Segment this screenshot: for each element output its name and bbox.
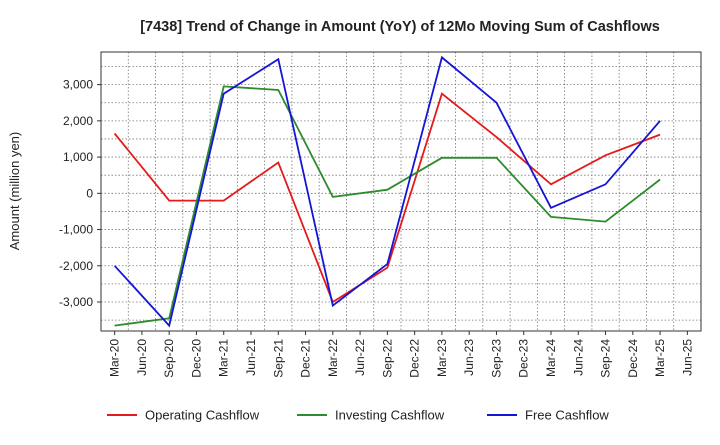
legend-label-2: Investing Cashflow: [335, 408, 445, 423]
legend-label-3: Free Cashflow: [525, 408, 609, 423]
x-tick-label: Dec-22: [408, 339, 422, 378]
x-tick-label: Mar-21: [217, 339, 231, 377]
y-tick-label: 1,000: [63, 150, 93, 164]
x-tick-label: Mar-24: [544, 339, 558, 377]
legend: Operating Cashflow Investing Cashflow Free…: [107, 408, 609, 423]
x-tick-label: Mar-22: [326, 339, 340, 377]
plot-area: -3,000 -2,000 -1,000 0 1,000 2,000 3,000 Mar-20…: [59, 51, 702, 378]
x-tick-label: Jun-25: [680, 339, 694, 376]
x-tick-label: Sep-23: [489, 339, 503, 378]
y-tick-label: 0: [86, 186, 93, 200]
y-tick-label: 3,000: [63, 78, 93, 92]
x-tick-label: Jun-22: [353, 339, 367, 376]
x-tick-label: Sep-22: [380, 339, 394, 378]
x-tick-label: Jun-24: [571, 339, 585, 376]
x-tick-label: Sep-21: [271, 339, 285, 378]
x-tick-label: Mar-23: [435, 339, 449, 377]
y-tick-label: -1,000: [59, 223, 93, 237]
x-tick-label: Dec-23: [517, 339, 531, 378]
x-tick-label: Sep-24: [599, 339, 613, 378]
series-line-3: [113, 55, 661, 328]
series-line-1: [113, 92, 661, 304]
y-axis-label: Amount (million yen): [7, 132, 22, 251]
y-tick-label: -2,000: [59, 259, 93, 273]
x-tick-label: Mar-20: [108, 339, 122, 377]
y-tick-label: 2,000: [63, 114, 93, 128]
x-tick-label: Jun-23: [462, 339, 476, 376]
x-tick-label: Jun-21: [244, 339, 258, 376]
x-tick-label: Dec-20: [189, 339, 203, 378]
legend-label-1: Operating Cashflow: [145, 408, 260, 423]
plot-frame: [100, 51, 702, 332]
x-tick-label: Dec-24: [626, 339, 640, 378]
y-tick-label: -3,000: [59, 295, 93, 309]
x-tick-label: Jun-20: [135, 339, 149, 376]
series-line-2: [114, 85, 661, 327]
x-tick-label: Sep-20: [162, 339, 176, 378]
x-tick-label: Dec-21: [299, 339, 313, 378]
x-tick-label: Mar-25: [653, 339, 667, 377]
chart-title: [7438] Trend of Change in Amount (YoY) o…: [140, 19, 660, 35]
